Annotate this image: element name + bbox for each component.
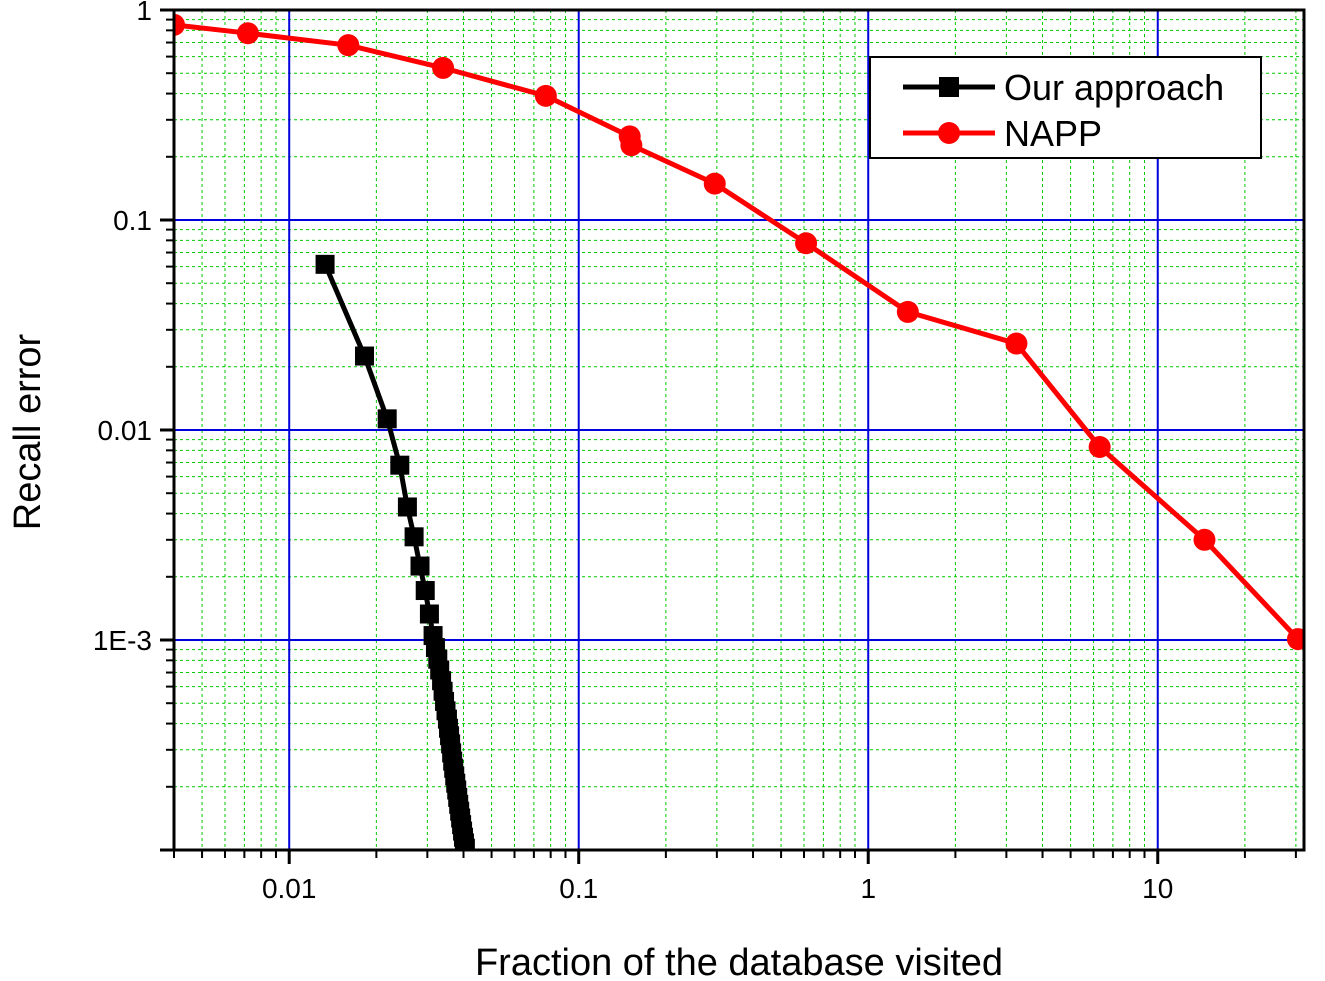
data-point-our-approach [315,254,335,274]
series-line-napp [174,22,1300,641]
x-tick-label: 0.01 [262,873,317,904]
data-point-our-approach [455,838,475,850]
legend-marker-our-approach [939,77,959,97]
data-point-napp [1193,528,1216,551]
data-point-our-approach [419,604,439,624]
y-tick-label: 1 [136,0,152,26]
axis-ticks [160,8,1297,864]
data-point-napp [337,34,360,57]
data-point-our-approach [355,346,375,366]
x-tick-label: 1 [860,873,876,904]
legend-box [869,56,1262,159]
data-point-napp [795,232,818,255]
data-point-napp [236,22,259,45]
x-axis-title: Fraction of the database visited [475,942,1003,981]
y-tick-label: 0.1 [113,205,152,236]
data-point-our-approach [397,497,417,517]
data-point-napp [1088,435,1111,458]
data-point-our-approach [404,527,424,547]
y-tick-label: 0.01 [98,415,153,446]
data-point-napp [620,134,643,157]
data-point-napp [1286,628,1304,651]
y-axis-title: Recall error [7,333,49,530]
x-tick-label: 0.1 [559,873,598,904]
series-layer [174,13,1304,850]
data-point-napp [1005,332,1028,355]
data-point-napp [432,56,455,79]
legend-label-napp: NAPP [1004,113,1102,154]
data-point-napp [896,300,919,323]
data-point-napp [174,13,185,36]
tick-labels: 0.01 0.1 1 10 1 0.1 0.01 1E-3 [93,0,1173,904]
data-point-napp [703,172,726,195]
legend-marker-napp [938,122,960,144]
x-tick-label: 10 [1142,873,1173,904]
data-point-our-approach [410,556,430,576]
y-tick-label: 1E-3 [93,625,152,656]
data-point-our-approach [390,455,410,475]
data-point-our-approach [377,409,397,429]
legend-label-our-approach: Our approach [1004,67,1224,108]
data-point-our-approach [415,581,435,601]
data-point-napp [534,84,557,107]
legend: Our approach NAPP [869,56,1262,159]
